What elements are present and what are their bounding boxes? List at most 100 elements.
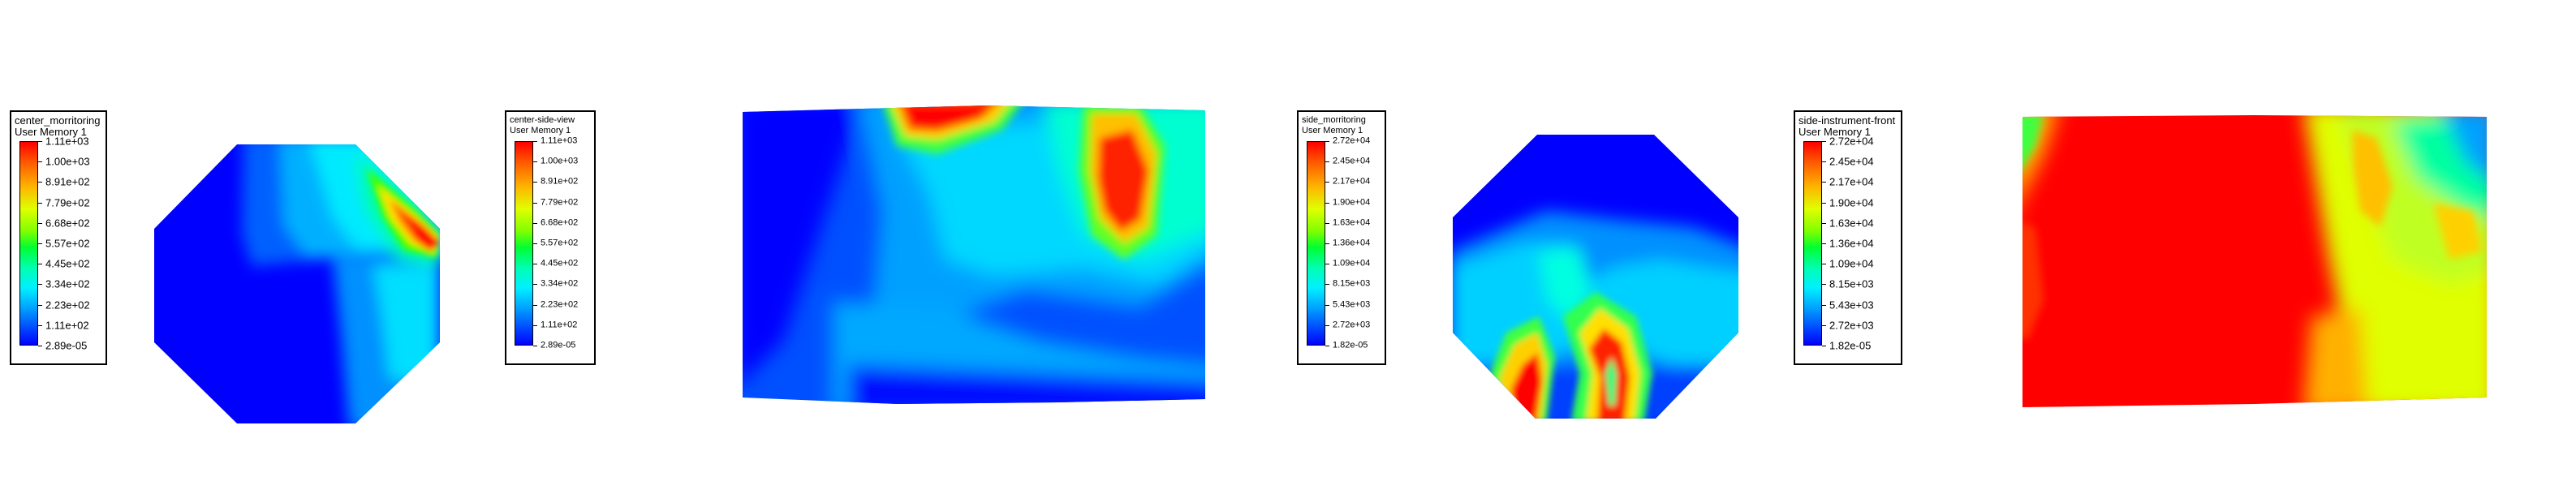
field-region xyxy=(2433,203,2482,260)
legend-tick-label: 4.45e+02 xyxy=(541,258,579,269)
legend-tick-mark xyxy=(38,222,42,224)
legend-tick-label: 2.45e+04 xyxy=(1829,155,1874,168)
legend-title: center_morritoring xyxy=(15,114,101,127)
legend-tick-mark xyxy=(1325,284,1329,286)
legend-tick-mark xyxy=(1822,161,1826,163)
legend-tick-label: 2.45e+04 xyxy=(1333,156,1371,166)
legend-side-instrument-front: side-instrument-front User Memory 1 2.72… xyxy=(1794,110,1902,365)
legend-tick-mark xyxy=(38,304,42,306)
legend-tick-label: 8.91e+02 xyxy=(541,176,579,187)
legend-tick-mark xyxy=(1822,284,1826,286)
legend-tick-label: 1.82e-05 xyxy=(1333,340,1368,350)
legend-tick-mark xyxy=(533,304,537,306)
field-region xyxy=(2022,115,2044,178)
legend-tick-mark xyxy=(38,161,42,163)
legend-tick-label: 8.15e+03 xyxy=(1829,277,1874,290)
contour-side-morritoring xyxy=(1453,135,1738,419)
legend-tick-label: 5.43e+03 xyxy=(1829,299,1874,312)
legend-tick-mark xyxy=(1325,222,1329,224)
legend-tick-mark xyxy=(1325,202,1329,204)
field-region xyxy=(373,266,440,380)
field-region xyxy=(2022,219,2044,341)
legend-tick-label: 8.15e+03 xyxy=(1333,278,1371,289)
legend-tick-label: 1.11e+03 xyxy=(541,135,578,146)
legend-tick-mark xyxy=(1325,182,1329,183)
color-bar xyxy=(1803,141,1822,346)
legend-tick-mark xyxy=(1822,182,1826,183)
legend-tick-label: 1.36e+04 xyxy=(1829,237,1874,250)
legend-tick-label: 3.34e+02 xyxy=(541,278,579,289)
legend-tick-mark xyxy=(533,222,537,224)
legend-tick-label: 2.72e+03 xyxy=(1333,320,1371,330)
contour-side-instrument-front xyxy=(2022,115,2487,407)
legend-tick-mark xyxy=(38,324,42,326)
legend-tick-label: 1.63e+04 xyxy=(1829,217,1874,230)
field-region xyxy=(402,213,440,250)
legend-tick-label: 6.68e+02 xyxy=(45,217,90,230)
legend-tick-label: 1.82e-05 xyxy=(1829,339,1872,352)
legend-tick-mark xyxy=(1325,324,1329,326)
legend-tick-label: 2.89e-05 xyxy=(45,339,88,352)
legend-tick-mark xyxy=(1822,141,1826,142)
legend-tick-label: 1.00e+03 xyxy=(541,156,579,166)
legend-tick-label: 1.90e+04 xyxy=(1829,196,1874,209)
legend-tick-mark xyxy=(1822,202,1826,204)
legend-tick-label: 1.09e+04 xyxy=(1333,258,1371,269)
legend-tick-label: 8.91e+02 xyxy=(45,175,90,188)
legend-tick-mark xyxy=(533,141,537,142)
field-region xyxy=(905,105,994,127)
legend-tick-label: 3.34e+02 xyxy=(45,277,90,290)
field-region xyxy=(2352,130,2393,227)
legend-tick-label: 2.89e-05 xyxy=(541,340,576,350)
contour-center-side-view xyxy=(743,105,1205,404)
legend-tick-label: 1.11e+02 xyxy=(541,320,578,330)
legend-tick-mark xyxy=(1325,243,1329,244)
color-bar xyxy=(515,141,533,346)
legend-tick-mark xyxy=(38,243,42,244)
legend-tick-mark xyxy=(533,161,537,163)
legend-tick-label: 1.00e+03 xyxy=(45,155,90,168)
field-region xyxy=(2441,115,2487,187)
legend-tick-label: 2.17e+04 xyxy=(1829,175,1874,188)
legend-title: center-side-view xyxy=(510,115,575,125)
legend-tick-mark xyxy=(533,284,537,286)
legend-tick-label: 1.09e+04 xyxy=(1829,257,1874,270)
color-bar xyxy=(19,141,38,346)
field-region xyxy=(2303,308,2368,407)
legend-tick-label: 1.63e+04 xyxy=(1333,217,1371,228)
legend-subtitle: User Memory 1 xyxy=(1302,126,1363,135)
legend-tick-mark xyxy=(533,324,537,326)
legend-tick-mark xyxy=(1325,161,1329,163)
legend-tick-mark xyxy=(533,202,537,204)
legend-tick-mark xyxy=(1325,141,1329,142)
legend-tick-mark xyxy=(38,284,42,286)
field-region xyxy=(1605,357,1617,406)
legend-tick-label: 6.68e+02 xyxy=(541,217,579,228)
legend-subtitle: User Memory 1 xyxy=(1798,126,1871,138)
legend-tick-label: 1.36e+04 xyxy=(1333,238,1371,248)
legend-tick-label: 1.11e+03 xyxy=(45,135,89,148)
legend-tick-label: 2.72e+04 xyxy=(1333,135,1371,146)
legend-tick-label: 2.72e+03 xyxy=(1829,319,1874,332)
legend-tick-mark xyxy=(533,243,537,244)
legend-center-morritoring: center_morritoring User Memory 1 1.11e+0… xyxy=(10,110,107,365)
legend-tick-label: 5.57e+02 xyxy=(541,238,579,248)
legend-tick-mark xyxy=(38,202,42,204)
legend-tick-label: 1.90e+04 xyxy=(1333,197,1371,208)
legend-tick-mark xyxy=(38,141,42,142)
legend-tick-label: 4.45e+02 xyxy=(45,257,90,270)
legend-tick-mark xyxy=(533,182,537,183)
color-bar xyxy=(1307,141,1325,346)
legend-tick-mark xyxy=(1822,324,1826,326)
legend-tick-label: 7.79e+02 xyxy=(45,196,90,209)
legend-tick-label: 5.43e+03 xyxy=(1333,299,1371,310)
legend-tick-mark xyxy=(1325,304,1329,306)
legend-subtitle: User Memory 1 xyxy=(15,126,87,138)
field-region xyxy=(1098,130,1148,231)
legend-tick-label: 7.79e+02 xyxy=(541,197,579,208)
legend-tick-label: 2.23e+02 xyxy=(45,299,90,312)
legend-side-morritoring: side_morritoring User Memory 1 2.72e+04 2… xyxy=(1297,110,1386,365)
legend-subtitle: User Memory 1 xyxy=(510,126,571,135)
legend-tick-label: 2.23e+02 xyxy=(541,299,579,310)
contour-center-morritoring xyxy=(154,144,440,423)
